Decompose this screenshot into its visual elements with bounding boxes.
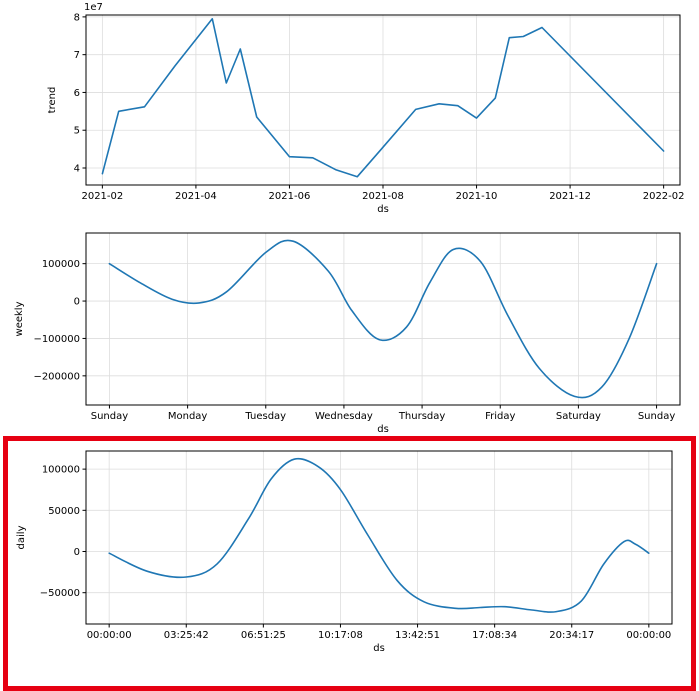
svg-text:−200000: −200000: [33, 371, 80, 382]
trend-chart: 2021-02 2021-04 2021-06 2021-08 2021-10 2021-…: [0, 0, 699, 218]
daily-chart: 00:00:00 03:25:42 06:51:25 10:17:08 13:42:51…: [8, 441, 691, 686]
svg-text:−100000: −100000: [33, 334, 80, 345]
svg-text:03:25:42: 03:25:42: [164, 630, 209, 641]
svg-text:00:00:00: 00:00:00: [626, 630, 671, 641]
svg-text:8: 8: [74, 12, 80, 23]
svg-text:Thursday: Thursday: [398, 411, 446, 422]
svg-text:5: 5: [74, 126, 80, 137]
svg-text:20:34:17: 20:34:17: [549, 630, 594, 641]
svg-text:0: 0: [74, 297, 80, 308]
svg-text:2021-08: 2021-08: [362, 191, 404, 202]
weekly-chart-block: Sunday Monday Tuesday Wednesday Thursday Frid…: [0, 218, 699, 436]
svg-text:2022-02: 2022-02: [643, 191, 685, 202]
highlight-border: 00:00:00 03:25:42 06:51:25 10:17:08 13:42:51…: [3, 436, 696, 691]
svg-text:6: 6: [74, 88, 80, 99]
svg-text:Saturday: Saturday: [556, 411, 601, 422]
svg-text:0: 0: [74, 547, 80, 558]
trend-chart-block: 2021-02 2021-04 2021-06 2021-08 2021-10 2021-…: [0, 0, 699, 218]
svg-text:−50000: −50000: [40, 588, 80, 599]
svg-text:4: 4: [74, 164, 80, 175]
svg-text:daily: daily: [16, 525, 27, 549]
weekly-chart: Sunday Monday Tuesday Wednesday Thursday Frid…: [0, 218, 699, 436]
svg-text:50000: 50000: [48, 506, 80, 517]
svg-text:17:08:34: 17:08:34: [472, 630, 517, 641]
svg-text:2021-02: 2021-02: [81, 191, 123, 202]
svg-text:10:17:08: 10:17:08: [318, 630, 363, 641]
svg-text:06:51:25: 06:51:25: [241, 630, 286, 641]
svg-text:1e7: 1e7: [84, 2, 103, 13]
svg-text:Friday: Friday: [485, 411, 515, 422]
svg-text:100000: 100000: [42, 259, 80, 270]
svg-text:ds: ds: [377, 424, 389, 435]
svg-text:100000: 100000: [42, 465, 80, 476]
svg-text:Sunday: Sunday: [91, 411, 128, 422]
svg-text:13:42:51: 13:42:51: [395, 630, 440, 641]
svg-text:2021-04: 2021-04: [175, 191, 217, 202]
svg-text:00:00:00: 00:00:00: [87, 630, 132, 641]
svg-text:2021-12: 2021-12: [549, 191, 591, 202]
svg-text:Sunday: Sunday: [638, 411, 675, 422]
svg-text:Monday: Monday: [168, 411, 208, 422]
svg-text:Wednesday: Wednesday: [315, 411, 373, 422]
svg-text:weekly: weekly: [14, 301, 25, 336]
svg-text:Tuesday: Tuesday: [244, 411, 286, 422]
svg-text:2021-06: 2021-06: [269, 191, 311, 202]
svg-text:2021-10: 2021-10: [456, 191, 498, 202]
svg-text:trend: trend: [47, 87, 58, 114]
svg-text:ds: ds: [377, 204, 389, 215]
svg-text:7: 7: [74, 50, 80, 61]
svg-text:ds: ds: [373, 643, 385, 654]
